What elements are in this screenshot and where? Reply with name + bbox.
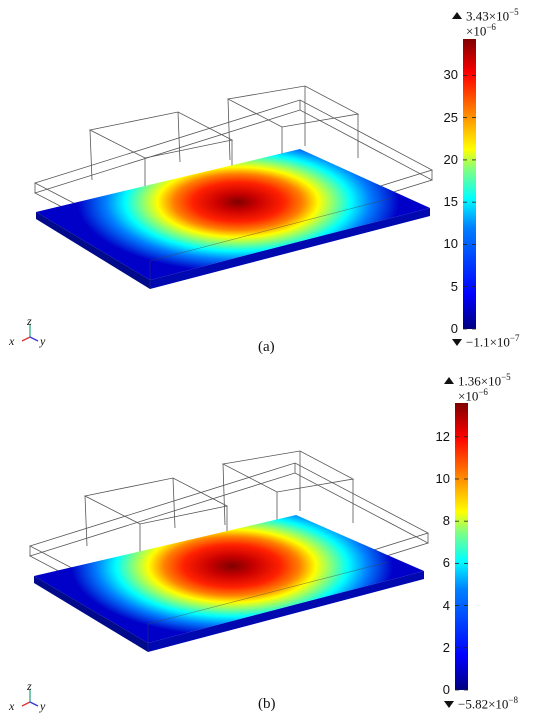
max-marker-b [444, 377, 454, 384]
colorbar-tick-label: 12 [435, 428, 450, 444]
heat-slab-b [34, 515, 424, 643]
heat-slab-a [36, 149, 430, 280]
slab-front-a [150, 208, 430, 289]
scale-factor-a: ×10−6 [466, 22, 496, 39]
colorbar-tick-label: 30 [443, 67, 458, 83]
axis-triad-b [21, 689, 39, 707]
axis-z-a: z [27, 314, 32, 328]
min-marker-b [444, 701, 454, 708]
colorbar-tick-label: 5 [450, 278, 458, 294]
panel-label-b: (b) [258, 696, 276, 712]
plot-3d-a [21, 12, 476, 346]
axis-y-a: y [40, 334, 46, 348]
panel-label-a: (a) [258, 339, 275, 355]
min-value-b: −5.82×10−8 [458, 695, 518, 712]
slab-front-b [148, 571, 424, 652]
panel-b: 1.36×10−5 ×10−6 −5.82×10−8 0 2 4 6 8 10 12 z x… [0, 358, 534, 716]
max-marker-a [452, 12, 462, 19]
axis-x-a: x [9, 334, 15, 348]
scale-factor-b: ×10−6 [458, 387, 488, 404]
axis-y-b: y [40, 699, 46, 713]
colorbar-b [455, 403, 468, 690]
colorbar-a [463, 39, 476, 329]
colorbar-tick-label: 10 [435, 470, 450, 486]
colorbar-tick-label: 20 [443, 151, 458, 167]
colorbar-tick-label: 15 [443, 194, 458, 210]
min-value-a: −1.1×10−7 [466, 333, 520, 350]
slab-side-a [36, 212, 150, 289]
max-value-a: 3.43×10−5 [466, 7, 519, 24]
max-value-b: 1.36×10−5 [458, 372, 511, 389]
colorbar-tick-label: 0 [450, 321, 458, 336]
slab-side-b [34, 576, 148, 652]
axis-triad-a [21, 324, 39, 342]
colorbar-tick-label: 25 [443, 109, 458, 125]
colorbar-tick-label: 0 [442, 682, 450, 697]
colorbar-tick-label: 2 [442, 639, 450, 655]
min-marker-a [452, 339, 462, 346]
colorbar-tick-label: 4 [442, 597, 450, 613]
colorbar-tick-label: 10 [443, 236, 458, 252]
colorbar-tick-label: 6 [442, 555, 450, 571]
axis-z-b: z [27, 679, 32, 693]
colorbar-tick-label: 8 [442, 513, 450, 529]
plot-3d-b [21, 377, 468, 708]
panel-a: 3.43×10−5 ×10−6 −1.1×10−7 0 5 10 15 20 25 30 z… [9, 7, 520, 355]
axis-x-b: x [9, 699, 15, 713]
